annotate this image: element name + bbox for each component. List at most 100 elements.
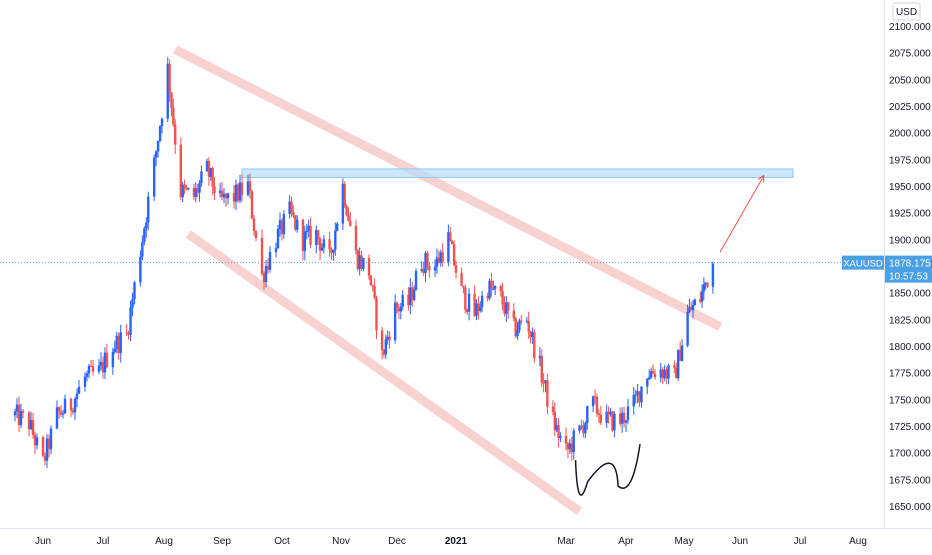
channel-upper-band[interactable] — [173, 45, 723, 331]
candle-body — [439, 252, 442, 263]
candle-body — [105, 352, 109, 368]
candle-body — [433, 266, 437, 271]
candle-body — [238, 182, 242, 201]
candle-body — [205, 160, 209, 172]
double-bottom-curve[interactable] — [574, 444, 641, 496]
candle-body — [559, 435, 562, 439]
candle-body — [87, 365, 91, 374]
candle-body — [341, 183, 345, 224]
candle-body — [401, 294, 404, 307]
candle-body — [254, 230, 258, 238]
time-tick-label: Dec — [388, 536, 406, 547]
candle-body — [143, 228, 146, 243]
candle-body — [99, 361, 103, 366]
price-tick-label: 1725.000 — [889, 422, 931, 433]
candle-body — [386, 336, 389, 340]
candle-body — [97, 365, 101, 372]
candle-body — [609, 411, 612, 415]
currency-label: USD — [896, 7, 917, 18]
candle-body — [354, 225, 358, 251]
candle-body — [145, 222, 148, 229]
price-tick-label: 1900.000 — [889, 235, 931, 246]
candle-body — [196, 188, 199, 193]
candle-body — [488, 280, 491, 299]
candle-body — [330, 249, 333, 253]
candle-body — [533, 332, 536, 359]
candle-body — [667, 365, 670, 379]
candle-body — [266, 266, 270, 270]
time-tick-label: Nov — [332, 536, 350, 547]
candle-body — [73, 398, 77, 413]
candle-body — [33, 435, 37, 446]
candle-body — [85, 373, 89, 377]
candle-body — [127, 333, 130, 335]
candle-body — [168, 63, 171, 93]
candle-body — [595, 396, 599, 414]
candle-body — [278, 220, 282, 230]
last-price-label: 1878.175 — [889, 259, 931, 270]
candle-body — [250, 191, 254, 219]
candle-body — [183, 184, 186, 188]
candle-body — [194, 188, 198, 197]
candle-body — [380, 330, 384, 351]
candle-body — [479, 306, 482, 311]
candle-body — [512, 310, 515, 319]
candle-body — [611, 411, 614, 431]
channel-lower-band[interactable] — [185, 230, 583, 516]
candle-body — [632, 394, 635, 407]
candle-body — [174, 124, 177, 145]
time-tick-label: Sep — [213, 536, 231, 547]
candle-body — [649, 371, 653, 378]
time-tick-label: Jun — [35, 536, 51, 547]
currency-button[interactable] — [892, 2, 921, 21]
candle-body — [292, 212, 295, 216]
candle-body — [503, 304, 506, 314]
candle-body — [591, 396, 595, 407]
candle-body — [360, 255, 363, 269]
candle-body — [248, 181, 252, 192]
candle-body — [580, 425, 583, 427]
candle-body — [252, 218, 256, 231]
candle-body — [395, 302, 399, 309]
candle-body — [688, 307, 691, 313]
candle-body — [31, 419, 35, 436]
candle-body — [115, 335, 118, 349]
resistance-zone[interactable] — [241, 168, 794, 178]
candle-body — [493, 286, 497, 289]
candle-body — [460, 272, 463, 286]
candle-body — [226, 193, 230, 199]
candle-body — [47, 438, 51, 450]
candle-body — [139, 256, 142, 283]
candle-body — [274, 248, 278, 253]
target-arrow[interactable] — [719, 175, 765, 253]
candle-body — [282, 214, 286, 235]
time-tick-label: Jul — [794, 536, 807, 547]
candle-body — [133, 282, 136, 300]
candle-body — [646, 379, 649, 387]
candle-body — [362, 258, 365, 269]
candle-body — [412, 289, 416, 300]
candle-body — [41, 437, 45, 456]
candle-body — [367, 258, 371, 276]
candle-body — [280, 220, 284, 235]
candle-body — [486, 295, 489, 299]
candle-body — [154, 151, 158, 158]
time-tick-label: Oct — [274, 536, 290, 547]
candle-body — [246, 181, 250, 195]
candle-body — [507, 302, 510, 311]
candle-body — [322, 239, 326, 248]
candle-body — [538, 355, 542, 359]
candle-body — [582, 425, 585, 434]
candle-body — [288, 201, 291, 215]
price-tick-label: 1850.000 — [889, 289, 931, 300]
candle-body — [101, 361, 105, 373]
candle-body — [158, 126, 162, 141]
candle-body — [332, 249, 335, 253]
candle-body — [388, 336, 391, 341]
candle-body — [659, 369, 662, 378]
time-tick-label: May — [675, 536, 694, 547]
candle-body — [514, 318, 517, 337]
candle-body — [428, 265, 431, 271]
candle-body — [240, 182, 244, 195]
